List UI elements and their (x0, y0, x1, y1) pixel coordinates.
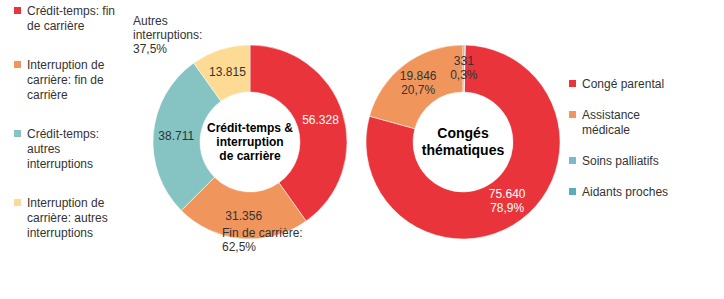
legend-swatch (14, 61, 21, 68)
legend: Crédit-temps: finde carrière Interruption… (14, 4, 115, 240)
annotation: 62,5% (222, 240, 256, 254)
legend-swatch (569, 188, 576, 195)
chart-title: thématiques (422, 142, 505, 158)
annotation: interruptions: (133, 28, 202, 42)
slices (153, 45, 347, 239)
percent-label: 20,7% (401, 83, 435, 97)
legend-label: Aidants proches (582, 185, 668, 199)
legend: Congé parental Assistancemédicale Soins pa… (569, 77, 668, 199)
donut-slice (194, 45, 250, 101)
chart-title: Congés (437, 125, 489, 141)
chart-title: interruption (216, 135, 283, 149)
legend-label: Interruption decarrière: fin decarrière (27, 58, 105, 102)
data-label: 331 (454, 54, 474, 68)
data-labels: 56.328 31.356 38.711 13.815 (158, 65, 339, 223)
legend-label: Soins palliatifs (582, 154, 659, 168)
donut-chart: 56.32831.35638.71113.815Crédit-temps &in… (14, 4, 347, 254)
percent-label: 78,9% (490, 201, 524, 215)
chart-title: Crédit-temps & (207, 121, 293, 135)
data-label: 31.356 (225, 209, 262, 223)
legend-label: Congé parental (582, 77, 664, 91)
legend-swatch (14, 7, 21, 14)
annotation: 37,5% (133, 42, 167, 56)
legend-label: Interruption decarrière: autresinterrupt… (27, 196, 108, 240)
legend-label: Crédit-temps:autresinterruptions (27, 127, 99, 171)
legend-swatch (14, 199, 21, 206)
donut-slice (366, 45, 560, 239)
data-label: 38.711 (158, 129, 194, 143)
donut-slice (369, 45, 463, 129)
legend-swatch (14, 130, 21, 137)
legend-label: Crédit-temps: finde carrière (27, 4, 115, 33)
donut-chart: 75.64078,9% 19.84620,7% 3310,3% Congésthéma… (366, 45, 668, 239)
legend-label: Assistancemédicale (582, 108, 640, 137)
slices (366, 45, 560, 239)
legend-swatch (569, 80, 576, 87)
data-label: 13.815 (209, 65, 246, 79)
legend-swatch (569, 157, 576, 164)
data-label: 19.846 (400, 69, 437, 83)
percent-label: 0,3% (450, 68, 478, 82)
chart-canvas: 56.32831.35638.71113.815Crédit-temps &in… (0, 0, 724, 299)
data-label: 56.328 (302, 113, 339, 127)
legend-swatch (569, 111, 576, 118)
data-label: 75.640 (489, 187, 526, 201)
annotation: Fin de carrière: (222, 226, 303, 240)
data-labels: 75.64078,9% 19.84620,7% 3310,3% (400, 54, 526, 215)
annotation: Autres (133, 14, 168, 28)
chart-title: de carrière (219, 149, 281, 163)
